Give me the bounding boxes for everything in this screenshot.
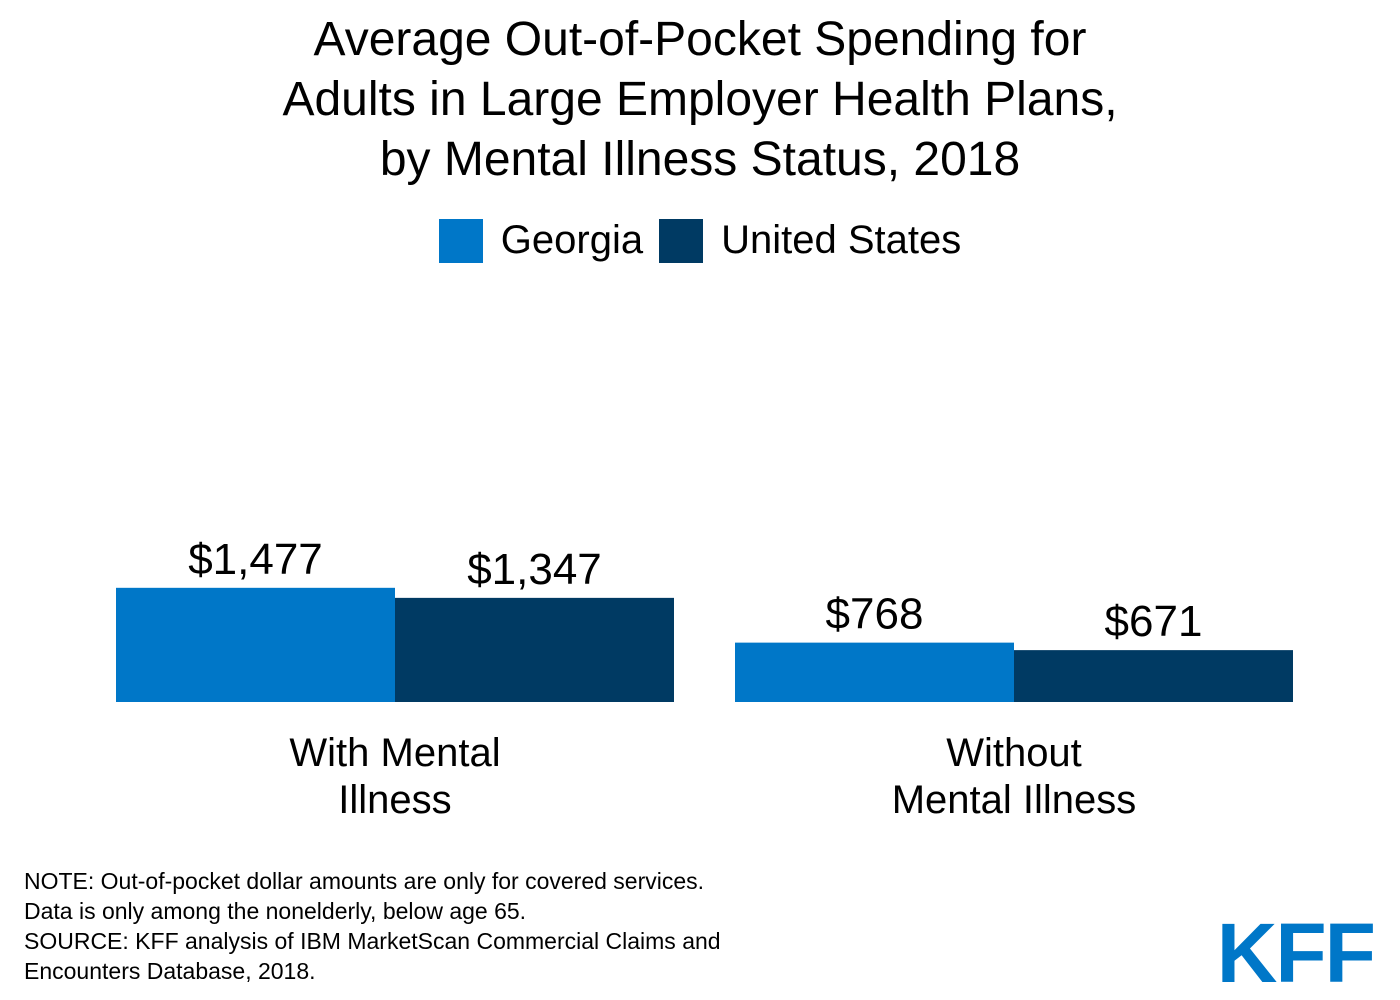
chart-title-line: Average Out-of-Pocket Spending for	[313, 13, 1087, 66]
category-label-1: Without	[946, 731, 1082, 775]
legend-item-united-states: United States	[659, 218, 961, 263]
data-label-georgia-1: $768	[826, 590, 924, 639]
legend-swatch-united-states	[659, 218, 704, 263]
category-label-1: Mental Illness	[892, 778, 1137, 822]
legend-item-georgia: Georgia	[438, 218, 644, 263]
source-line: Encounters Database, 2018.	[24, 958, 316, 984]
note-line: NOTE: Out-of-pocket dollar amounts are o…	[24, 868, 705, 894]
source-line: SOURCE: KFF analysis of IBM MarketScan C…	[24, 928, 721, 954]
legend-label-united-states: United States	[721, 218, 962, 262]
chart-legend: Georgia United States	[0, 218, 1400, 263]
bar-georgia-1	[735, 642, 1014, 702]
legend-label-georgia: Georgia	[500, 218, 644, 262]
note-line: Data is only among the nonelderly, below…	[24, 898, 527, 924]
chart-notes: NOTE: Out-of-pocket dollar amounts are o…	[24, 866, 721, 986]
bar-georgia-0	[116, 587, 395, 702]
chart-title-line: Adults in Large Employer Health Plans,	[282, 73, 1118, 126]
category-label-0: Illness	[338, 778, 451, 822]
chart-title: Average Out-of-Pocket Spending for Adult…	[0, 10, 1400, 190]
chart-title-line: by Mental Illness Status, 2018	[379, 133, 1021, 186]
category-label-0: With Mental	[289, 731, 500, 775]
kff-logo: KFF	[1216, 906, 1376, 1000]
legend-swatch-georgia	[438, 218, 483, 263]
data-label-georgia-0: $1,477	[188, 535, 323, 584]
data-label-united-states-1: $671	[1105, 597, 1203, 646]
bar-united-states-0	[395, 597, 674, 702]
bar-united-states-1	[1014, 650, 1293, 702]
data-label-united-states-0: $1,347	[467, 545, 602, 594]
